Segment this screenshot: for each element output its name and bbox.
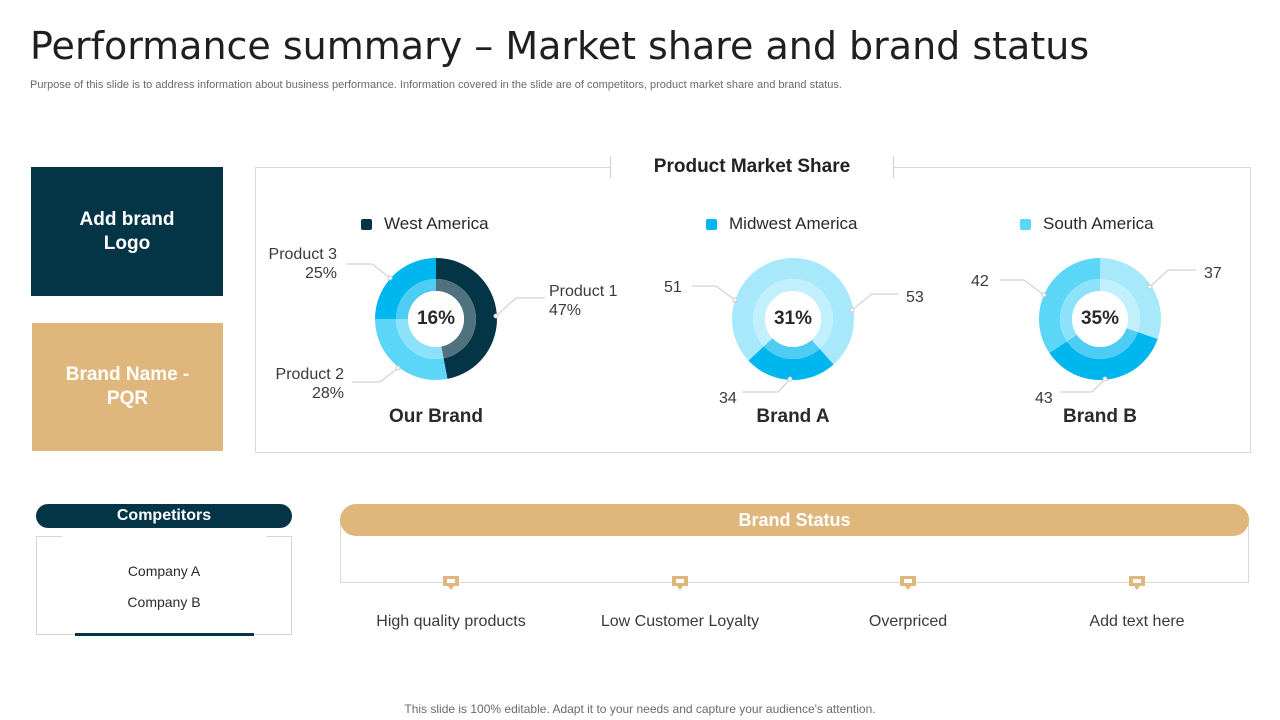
leader-dot bbox=[395, 365, 401, 371]
title-bracket-left bbox=[610, 156, 611, 178]
legend-west-america: West America bbox=[361, 214, 489, 234]
callout-value: 53 bbox=[906, 289, 924, 306]
donut-hole bbox=[1072, 291, 1128, 347]
slice-value: 25% bbox=[304, 265, 337, 282]
brand-logo-label: Add brand Logo bbox=[79, 208, 175, 254]
donut-slice bbox=[1038, 258, 1100, 354]
leader-dot bbox=[787, 376, 793, 382]
status-marker-icon bbox=[899, 575, 917, 596]
legend-label: South America bbox=[1043, 214, 1154, 233]
brand-status-item: High quality products bbox=[376, 613, 526, 630]
donut-slice bbox=[793, 258, 854, 365]
legend-label: West America bbox=[384, 214, 489, 233]
leader-dot bbox=[387, 275, 393, 281]
donut-slice-inner bbox=[1060, 279, 1100, 342]
legend-midwest-america: Midwest America bbox=[706, 214, 857, 234]
brand-status-item: Add text here bbox=[1089, 613, 1185, 630]
donut-slice-inner bbox=[793, 279, 833, 349]
callout-value: 37 bbox=[1204, 265, 1222, 282]
donut-slice-inner bbox=[1100, 279, 1140, 333]
legend-swatch bbox=[706, 218, 717, 230]
competitors-header: Competitors bbox=[36, 504, 292, 528]
title-bracket-right bbox=[893, 156, 894, 178]
footer-note: This slide is 100% editable. Adapt it to… bbox=[404, 702, 876, 716]
brand-name-box[interactable]: Brand Name - PQR bbox=[32, 323, 223, 451]
leader-line bbox=[346, 263, 391, 279]
leader-line bbox=[352, 367, 399, 383]
donut-hole bbox=[408, 291, 464, 347]
callout-product-2: Product 2 28% bbox=[236, 365, 344, 403]
brand-status-box bbox=[340, 520, 1249, 583]
leader-line bbox=[495, 297, 545, 317]
market-share-title: Product Market Share bbox=[611, 155, 893, 179]
callout-value: 42 bbox=[971, 273, 989, 290]
page-title: Performance summary – Market share and b… bbox=[30, 24, 1090, 68]
status-marker-icon bbox=[1128, 575, 1146, 596]
leader-line bbox=[692, 285, 736, 301]
leader-line bbox=[1149, 269, 1196, 288]
center-percent: 31% bbox=[773, 308, 813, 329]
donut-slice-inner bbox=[396, 319, 444, 359]
slice-label: Product 3 bbox=[268, 246, 337, 263]
divider bbox=[267, 536, 292, 537]
slice-value: 28% bbox=[311, 385, 344, 402]
donut-slice bbox=[375, 258, 436, 319]
leader-line bbox=[1060, 378, 1106, 393]
callout-product-3: Product 3 25% bbox=[229, 245, 337, 283]
slice-value: 47% bbox=[549, 302, 582, 319]
legend-swatch bbox=[1020, 218, 1031, 230]
brand-status-item: Low Customer Loyalty bbox=[600, 613, 760, 630]
donut-slice-inner bbox=[396, 279, 436, 319]
donut-slice bbox=[731, 258, 793, 361]
leader-dot bbox=[1147, 284, 1153, 290]
leader-dot bbox=[1041, 292, 1047, 298]
status-marker-icon bbox=[442, 575, 460, 596]
slice-label: Product 2 bbox=[275, 366, 344, 383]
donut-slice bbox=[375, 319, 448, 381]
leader-dot bbox=[849, 307, 855, 313]
chart-title-brand-b: Brand B bbox=[1063, 406, 1137, 427]
legend-south-america: South America bbox=[1020, 214, 1154, 234]
donut-slice bbox=[1049, 332, 1158, 381]
competitors-underline bbox=[75, 633, 254, 636]
donut-slice-inner bbox=[1066, 328, 1138, 359]
callout-value: 34 bbox=[719, 390, 737, 407]
donut-slice-inner bbox=[763, 338, 820, 359]
status-marker-icon bbox=[671, 575, 689, 596]
donut-slice-inner bbox=[753, 279, 793, 347]
legend-label: Midwest America bbox=[729, 214, 858, 233]
donut-slice bbox=[1100, 258, 1161, 340]
donut-slice bbox=[436, 258, 497, 379]
callout-product-1: Product 1 47% bbox=[549, 282, 617, 320]
chart-title-our-brand: Our Brand bbox=[389, 406, 483, 427]
callout-value: 43 bbox=[1035, 390, 1053, 407]
page-subtitle: Purpose of this slide is to address info… bbox=[30, 79, 842, 91]
donut-hole bbox=[765, 291, 821, 347]
leader-dot bbox=[493, 313, 499, 319]
leader-dot bbox=[732, 297, 738, 303]
center-percent: 16% bbox=[416, 308, 456, 329]
brand-status-item: Overpriced bbox=[868, 613, 948, 630]
brand-name-label: Brand Name - PQR bbox=[65, 364, 190, 409]
donut-slice bbox=[748, 346, 834, 381]
divider bbox=[36, 536, 62, 537]
center-percent: 35% bbox=[1080, 308, 1120, 329]
competitor-item: Company B bbox=[127, 594, 201, 610]
callout-value: 51 bbox=[664, 279, 682, 296]
leader-line bbox=[742, 378, 791, 393]
chart-title-brand-a: Brand A bbox=[756, 406, 830, 427]
leader-dot bbox=[1102, 376, 1108, 382]
slice-label: Product 1 bbox=[549, 283, 618, 300]
competitor-item: Company A bbox=[127, 563, 201, 579]
leader-line bbox=[1000, 279, 1045, 296]
brand-logo-placeholder[interactable]: Add brand Logo bbox=[31, 167, 223, 296]
competitors-box bbox=[36, 536, 292, 635]
legend-swatch bbox=[361, 218, 372, 230]
brand-status-header: Brand Status bbox=[340, 504, 1249, 536]
leader-line bbox=[851, 293, 898, 311]
donut-slice-inner bbox=[436, 279, 477, 359]
